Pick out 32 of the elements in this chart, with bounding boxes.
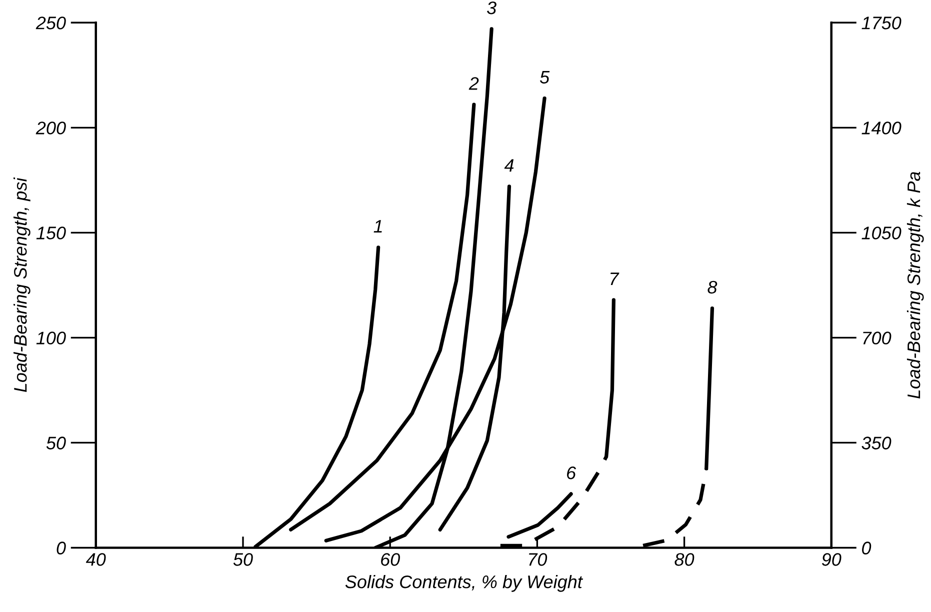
line-series — [288, 102, 476, 532]
y-tick-label: 200 — [36, 122, 66, 134]
x-tick-label: 70 — [529, 553, 548, 566]
x-tick-label: 50 — [233, 553, 253, 566]
series-label: 4 — [504, 159, 514, 172]
y-tick-label: 150 — [36, 226, 66, 240]
y2-tick-label: 0 — [862, 542, 872, 554]
series-label: 5 — [540, 70, 550, 84]
y-axis-title: Load-Bearing Strength, psi — [14, 177, 30, 392]
x-tick-label: 90 — [822, 553, 842, 566]
y2-tick-label: 700 — [863, 332, 892, 344]
y2-tick-label: 1750 — [862, 16, 902, 30]
y-tick-label: 0 — [56, 542, 66, 554]
x-tick-label: 40 — [86, 553, 106, 566]
y2-tick-label: 350 — [862, 436, 892, 450]
series-label: 8 — [708, 280, 718, 294]
series-label: 1 — [374, 220, 382, 233]
y-tick-label: 100 — [36, 332, 66, 344]
x-tick-label: 60 — [381, 553, 400, 566]
y-tick-label: 50 — [46, 436, 66, 450]
y2-axis-title: Load-Bearing Strength, k Pa — [906, 172, 924, 399]
series-label: 2 — [468, 77, 479, 90]
y-tick-label: 250 — [36, 16, 66, 30]
y2-tick-label: 1400 — [862, 122, 902, 134]
line-series — [506, 492, 573, 539]
y2-tick-label: 1050 — [862, 226, 902, 240]
x-tick-label: 80 — [674, 553, 694, 566]
series-label: 6 — [567, 466, 576, 480]
x-axis-title: Solids Contents, % by Weight — [345, 574, 584, 592]
series-label: 3 — [486, 1, 496, 14]
line-series — [438, 184, 512, 532]
series-label: 7 — [610, 272, 620, 286]
